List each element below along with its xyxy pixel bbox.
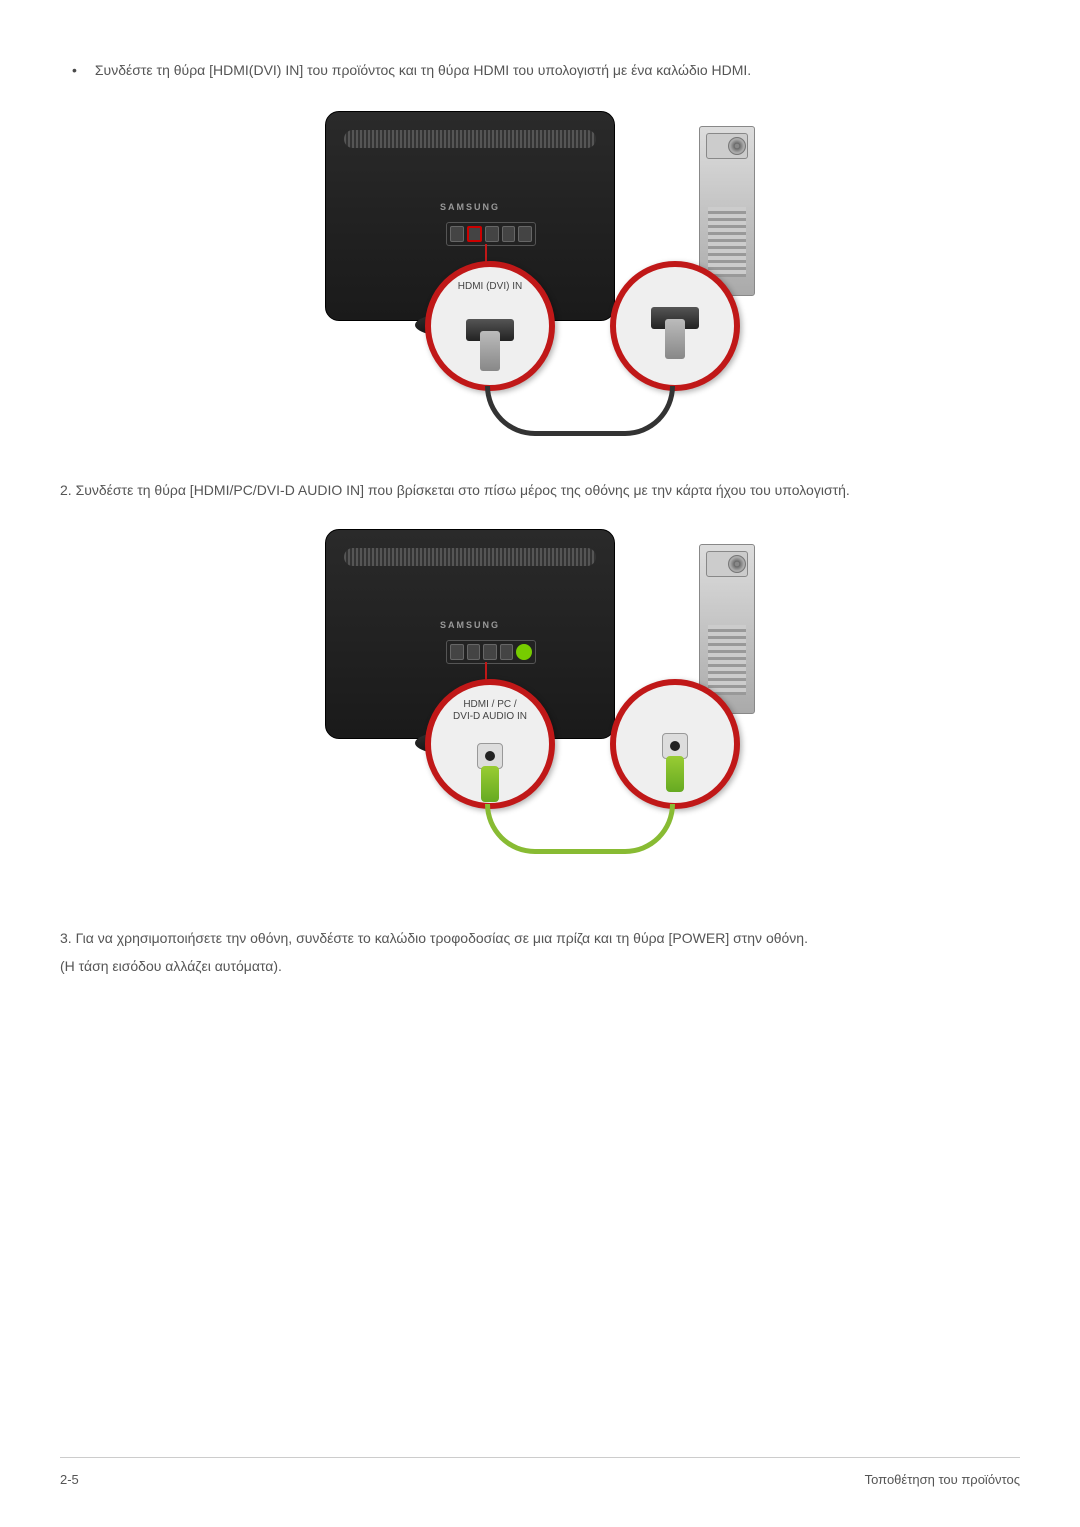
callout-pc-hdmi [610,261,740,391]
step-3-text: 3. Για να χρησιμοποιήσετε την οθόνη, συν… [60,924,1020,980]
bullet-item-1: • Συνδέστε τη θύρα [HDMI(DVI) IN] του πρ… [72,60,1020,81]
page-number: 2-5 [60,1472,79,1487]
port-audio-highlight [516,644,532,660]
callout-pc-audio [610,679,740,809]
port [500,644,514,660]
callout-label-hdmi: HDMI (DVI) IN [431,267,549,293]
hdmi-cable [485,386,675,436]
callout-label-pc [616,267,734,281]
page-footer: 2-5 Τοποθέτηση του προϊόντος [60,1457,1020,1487]
monitor-brand-label: SAMSUNG [440,202,500,212]
hdmi-plug-icon [466,319,514,341]
bullet-marker: • [72,60,77,81]
port [450,644,464,660]
monitor-port-panel [446,222,536,246]
port [467,644,481,660]
step-3-line-1: 3. Για να χρησιμοποιήσετε την οθόνη, συν… [60,930,808,946]
port-hdmi-highlight [467,226,483,242]
audio-plug-icon [477,743,503,769]
callout-monitor-audio: HDMI / PC / DVI-D AUDIO IN [425,679,555,809]
port [483,644,497,660]
bullet-text-1: Συνδέστε τη θύρα [HDMI(DVI) IN] του προϊ… [95,60,751,81]
audio-plug-icon [662,733,688,759]
port [502,226,516,242]
hdmi-plug-icon [651,307,699,329]
port [518,226,532,242]
callout-label-audio: HDMI / PC / DVI-D AUDIO IN [431,685,549,723]
monitor-brand-label: SAMSUNG [440,620,500,630]
audio-jack-icon [485,751,495,761]
monitor-vent [344,130,596,148]
audio-cable [485,804,675,854]
pc-fan-icon [728,137,746,155]
audio-jack-icon [670,741,680,751]
port [485,226,499,242]
illustration-2: SAMSUNG HDMI / PC / DVI-D AUDIO IN [325,529,755,879]
port [450,226,464,242]
step-2-text: 2. Συνδέστε τη θύρα [HDMI/PC/DVI-D AUDIO… [60,476,1020,504]
monitor-vent [344,548,596,566]
illustration-1: SAMSUNG HDMI (DVI) IN [325,111,755,431]
step-3-line-2: (Η τάση εισόδου αλλάζει αυτόματα). [60,958,282,974]
monitor-port-panel [446,640,536,664]
pc-vents [708,625,746,695]
figure-hdmi-connection: SAMSUNG HDMI (DVI) IN [60,111,1020,431]
callout-monitor-hdmi: HDMI (DVI) IN [425,261,555,391]
section-title: Τοποθέτηση του προϊόντος [865,1472,1020,1487]
figure-audio-connection: SAMSUNG HDMI / PC / DVI-D AUDIO IN [60,529,1020,879]
pc-fan-icon [728,555,746,573]
